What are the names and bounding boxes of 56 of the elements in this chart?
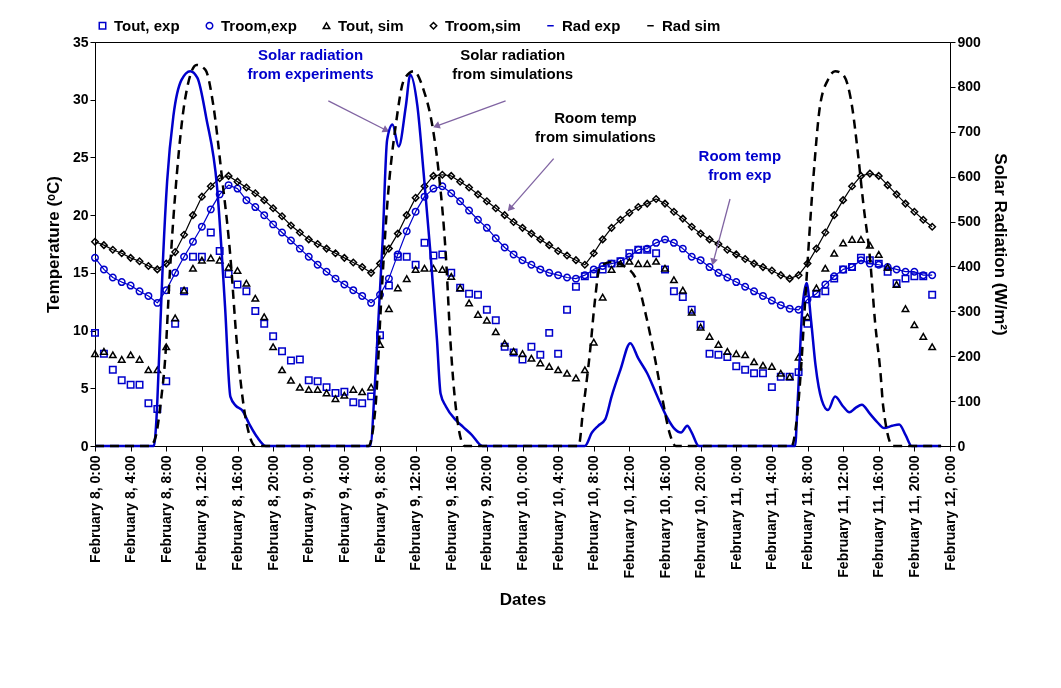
x-tick-label: February 9, 16:00 — [442, 455, 459, 571]
x-tick-label: February 11, 20:00 — [905, 455, 922, 578]
x-tick-label: February 9, 8:00 — [371, 455, 388, 563]
x-tick-label: February 10, 8:00 — [585, 455, 602, 571]
y2-tick-label: 700 — [957, 123, 982, 140]
x-tick-label: February 11, 12:00 — [834, 455, 851, 578]
annotation: Solar radiation from experiments — [247, 45, 374, 82]
y2-tick-label: 400 — [957, 257, 982, 274]
x-tick-label: February 8, 20:00 — [264, 455, 281, 571]
x-tick-label: February 11, 0:00 — [727, 455, 744, 570]
x-tick-label: February 8, 0:00 — [86, 455, 103, 563]
x-tick-label: February 9, 12:00 — [407, 455, 424, 571]
y2-tick-label: 600 — [957, 168, 982, 185]
x-tick-label: February 10, 4:00 — [549, 455, 566, 571]
y-tick-label: 35 — [72, 33, 89, 50]
annotation: Room temp from simulations — [535, 109, 656, 146]
y2-tick-label: 800 — [957, 78, 982, 95]
y-tick-label: 15 — [72, 264, 89, 281]
y-tick-label: 25 — [72, 148, 89, 165]
y-axis-title: Temperature (ᵒC) — [43, 175, 63, 314]
x-tick-label: February 11, 8:00 — [799, 455, 815, 570]
annotation: Room temp from exp — [698, 147, 782, 184]
y-tick-label: 30 — [72, 91, 89, 108]
legend-label: Tout, exp — [114, 16, 180, 34]
y2-tick-label: 300 — [957, 302, 982, 319]
y-tick-label: 20 — [72, 206, 89, 223]
legend-label: Troom,sim — [445, 16, 521, 34]
y-tick-label: 10 — [72, 322, 89, 339]
x-tick-label: February 9, 20:00 — [478, 455, 495, 571]
legend-label: Rad exp — [562, 16, 621, 34]
x-tick-label: February 9, 4:00 — [335, 455, 352, 563]
x-tick-label: February 8, 8:00 — [157, 455, 174, 563]
y2-tick-label: 200 — [957, 347, 982, 364]
x-tick-label: February 8, 12:00 — [193, 455, 210, 571]
legend-label: Tout, sim — [338, 16, 404, 34]
y-tick-label: 5 — [80, 379, 89, 396]
y2-tick-label: 0 — [957, 437, 966, 454]
y-tick-label: 0 — [80, 437, 89, 454]
x-tick-label: February 11, 4:00 — [763, 455, 780, 570]
x-tick-label: February 10, 20:00 — [692, 455, 709, 579]
y2-tick-label: 500 — [957, 213, 982, 230]
legend-label: Rad sim — [662, 16, 721, 34]
x-tick-label: February 10, 16:00 — [656, 455, 673, 579]
x-tick-label: February 8, 16:00 — [229, 455, 245, 571]
x-tick-label: February 11, 16:00 — [870, 455, 887, 578]
x-tick-label: February 10, 12:00 — [620, 455, 637, 579]
y2-axis-title: Solar Radiation (W/m²) — [990, 153, 1010, 336]
legend-label: Troom,exp — [221, 16, 297, 34]
x-tick-label: February 8, 4:00 — [122, 455, 139, 563]
x-tick-label: February 12, 0:00 — [941, 455, 958, 571]
annotation: Solar radiation from simulations — [452, 45, 574, 82]
x-tick-label: February 9, 0:00 — [300, 455, 317, 563]
y2-tick-label: 900 — [957, 33, 982, 50]
x-axis-title: Dates — [499, 590, 547, 610]
y2-tick-label: 100 — [957, 392, 982, 409]
x-tick-label: February 10, 0:00 — [514, 455, 530, 571]
